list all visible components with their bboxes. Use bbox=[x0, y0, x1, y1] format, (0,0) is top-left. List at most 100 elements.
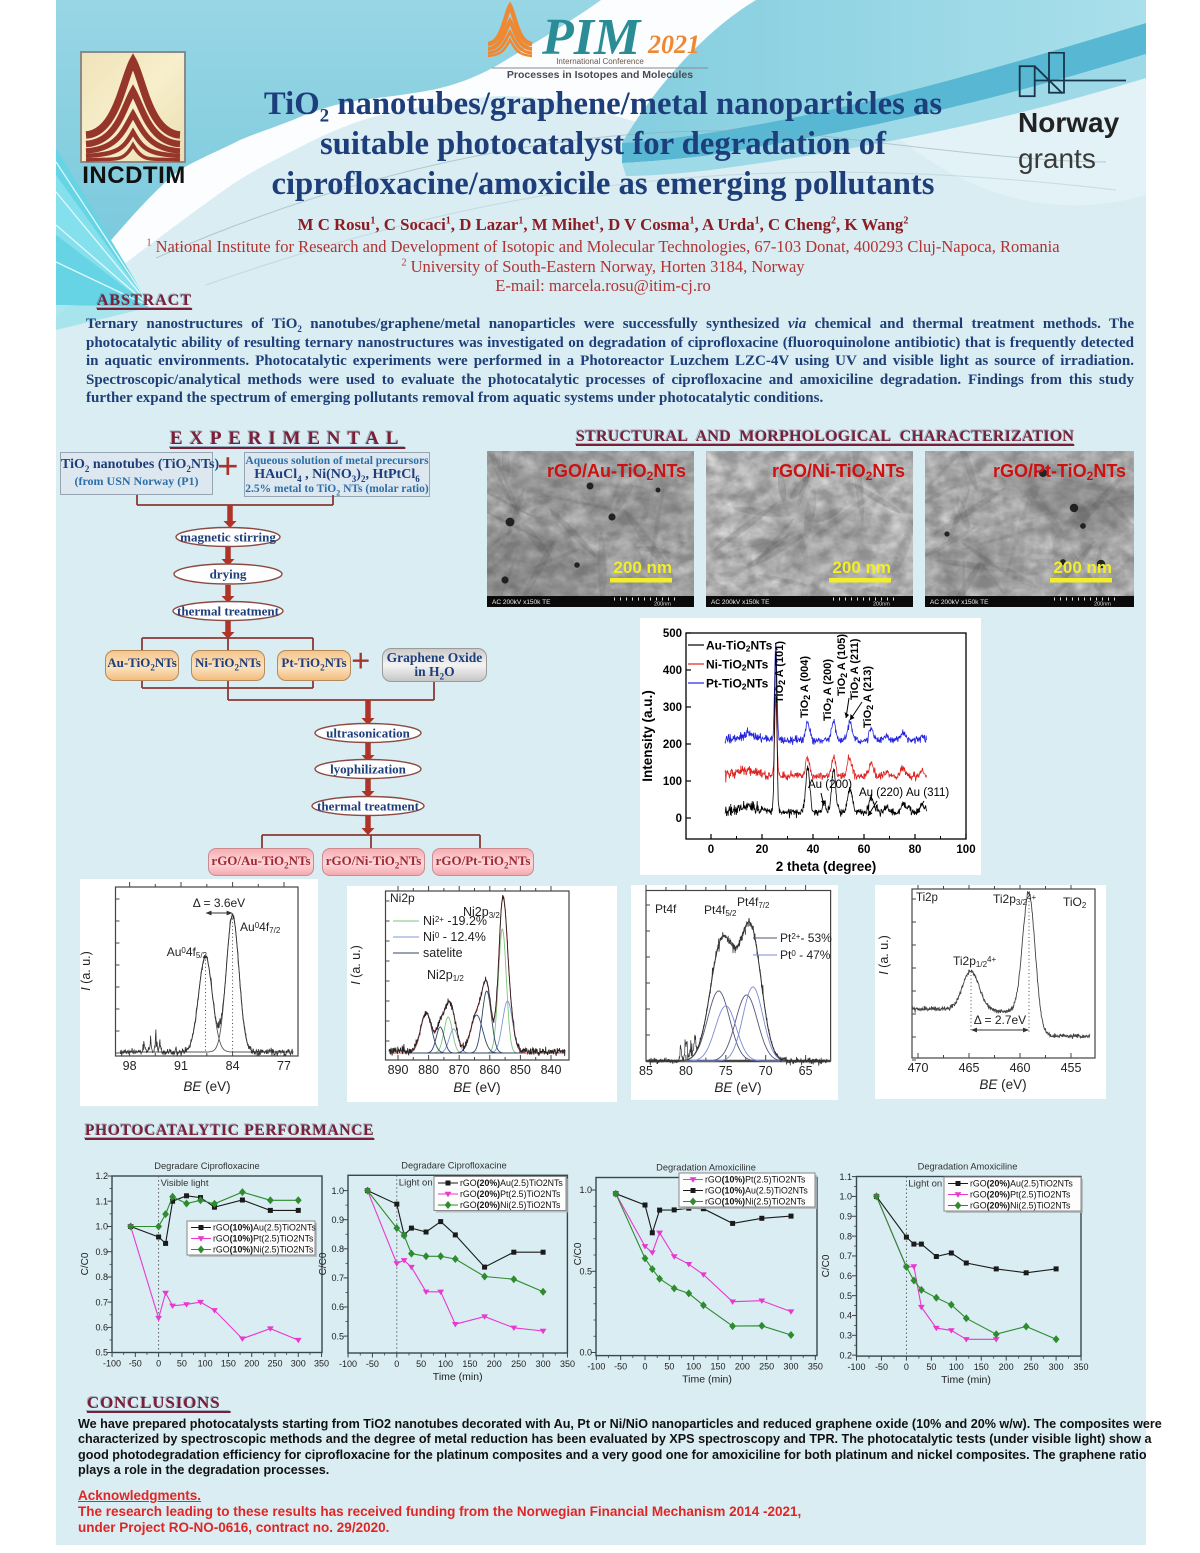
svg-text:860: 860 bbox=[479, 1063, 500, 1077]
svg-text:Time (min): Time (min) bbox=[941, 1374, 991, 1386]
svg-text:300: 300 bbox=[536, 1359, 551, 1369]
svg-text:Processes in Isotopes and Mole: Processes in Isotopes and Molecules bbox=[507, 69, 693, 81]
svg-text:0.8: 0.8 bbox=[331, 1244, 344, 1254]
svg-text:C/C0: C/C0 bbox=[821, 1254, 832, 1277]
svg-text:0.3: 0.3 bbox=[839, 1331, 852, 1341]
svg-text:150: 150 bbox=[974, 1362, 989, 1372]
svg-text:0: 0 bbox=[676, 813, 682, 825]
svg-text:rGO(10%)Ni(2.5)TiO2NTs: rGO(10%)Ni(2.5)TiO2NTs bbox=[705, 1197, 806, 1207]
svg-text:Norway: Norway bbox=[1018, 107, 1120, 138]
svg-text:1.0: 1.0 bbox=[579, 1185, 592, 1195]
svg-text:Time (min): Time (min) bbox=[682, 1374, 732, 1386]
svg-text:0.6: 0.6 bbox=[331, 1302, 344, 1312]
svg-text:0: 0 bbox=[708, 844, 714, 856]
svg-text:-100: -100 bbox=[587, 1362, 605, 1372]
svg-text:0: 0 bbox=[156, 1359, 161, 1369]
svg-text:rGO(10%)Pt(2.5)TiO2NTs: rGO(10%)Pt(2.5)TiO2NTs bbox=[213, 1234, 314, 1244]
svg-text:300: 300 bbox=[663, 702, 682, 714]
svg-text:455: 455 bbox=[1061, 1061, 1082, 1075]
svg-text:-50: -50 bbox=[366, 1359, 379, 1369]
svg-text:rGO/Pt-TiO2NTs: rGO/Pt-TiO2NTs bbox=[993, 461, 1126, 483]
svg-text:Au (311): Au (311) bbox=[906, 787, 949, 799]
svg-text:1.0: 1.0 bbox=[331, 1186, 344, 1196]
svg-text:465: 465 bbox=[959, 1061, 980, 1075]
svg-text:200nm: 200nm bbox=[873, 602, 890, 608]
svg-text:84: 84 bbox=[226, 1059, 240, 1073]
svg-text:I (a. u.): I (a. u.) bbox=[877, 935, 891, 975]
svg-text:0.0: 0.0 bbox=[579, 1348, 592, 1358]
svg-text:150: 150 bbox=[710, 1362, 725, 1372]
svg-text:Degradation Amoxiciline: Degradation Amoxiciline bbox=[918, 1162, 1018, 1172]
svg-text:250: 250 bbox=[511, 1359, 526, 1369]
svg-text:TiO2 A (101): TiO2 A (101) bbox=[774, 641, 787, 703]
svg-text:thermal treatment: thermal treatment bbox=[177, 603, 280, 618]
svg-text:Δ = 3.6eV: Δ = 3.6eV bbox=[193, 896, 245, 910]
svg-text:91: 91 bbox=[174, 1059, 188, 1073]
svg-text:98: 98 bbox=[123, 1059, 137, 1073]
svg-text:Light on: Light on bbox=[399, 1177, 433, 1188]
svg-text:77: 77 bbox=[277, 1059, 291, 1073]
svg-text:200nm: 200nm bbox=[1094, 602, 1111, 608]
svg-text:Pt4f: Pt4f bbox=[655, 902, 677, 916]
svg-text:ultrasonication: ultrasonication bbox=[326, 725, 411, 740]
svg-text:BE (eV): BE (eV) bbox=[183, 1079, 230, 1094]
svg-text:-50: -50 bbox=[614, 1362, 627, 1372]
svg-text:grants: grants bbox=[1018, 143, 1096, 174]
svg-text:60: 60 bbox=[858, 844, 871, 856]
svg-text:70: 70 bbox=[759, 1064, 773, 1078]
svg-text:100: 100 bbox=[686, 1362, 701, 1372]
svg-text:350: 350 bbox=[314, 1359, 329, 1369]
svg-text:0.9: 0.9 bbox=[95, 1247, 108, 1257]
svg-text:200 nm: 200 nm bbox=[613, 558, 672, 577]
svg-text:rGO(10%)Pt(2.5)TiO2NTs: rGO(10%)Pt(2.5)TiO2NTs bbox=[705, 1175, 806, 1185]
svg-text:470: 470 bbox=[908, 1061, 929, 1075]
svg-text:200: 200 bbox=[735, 1362, 750, 1372]
svg-text:300: 300 bbox=[783, 1362, 798, 1372]
svg-text:0.9: 0.9 bbox=[839, 1211, 852, 1221]
svg-text:100: 100 bbox=[663, 776, 682, 788]
svg-text:200: 200 bbox=[487, 1359, 502, 1369]
svg-text:40: 40 bbox=[807, 844, 820, 856]
svg-text:Visible light: Visible light bbox=[161, 1178, 209, 1189]
svg-text:rGO(20%)Au(2.5)TiO2NTs: rGO(20%)Au(2.5)TiO2NTs bbox=[970, 1179, 1073, 1189]
svg-text:2021: 2021 bbox=[647, 30, 700, 59]
svg-text:890: 890 bbox=[388, 1063, 409, 1077]
svg-text:880: 880 bbox=[418, 1063, 439, 1077]
svg-text:0.8: 0.8 bbox=[95, 1272, 108, 1282]
svg-text:20: 20 bbox=[756, 844, 769, 856]
svg-text:rGO(20%)Pt(2.5)TiO2NTs: rGO(20%)Pt(2.5)TiO2NTs bbox=[970, 1190, 1071, 1200]
svg-text:0.6: 0.6 bbox=[839, 1271, 852, 1281]
svg-text:I (a. u.): I (a. u.) bbox=[349, 945, 363, 985]
svg-text:2 theta (degree): 2 theta (degree) bbox=[776, 859, 877, 874]
svg-text:C/C0: C/C0 bbox=[318, 1252, 329, 1275]
svg-text:Pt0 - 47%: Pt0 - 47% bbox=[780, 948, 831, 962]
svg-text:80: 80 bbox=[909, 844, 922, 856]
svg-text:80: 80 bbox=[679, 1064, 693, 1078]
svg-text:rGO/Au-TiO2NTs: rGO/Au-TiO2NTs bbox=[547, 461, 686, 483]
svg-text:Δ = 2.7eV: Δ = 2.7eV bbox=[974, 1013, 1026, 1027]
svg-text:AC 200kV x150k TE: AC 200kV x150k TE bbox=[492, 599, 551, 606]
svg-text:Au-TiO2NTs: Au-TiO2NTs bbox=[706, 639, 773, 654]
svg-text:satelite: satelite bbox=[423, 946, 463, 960]
svg-text:50: 50 bbox=[664, 1362, 674, 1372]
svg-text:drying: drying bbox=[210, 567, 247, 582]
svg-text:Time (min): Time (min) bbox=[433, 1371, 483, 1383]
svg-text:0.5: 0.5 bbox=[95, 1348, 108, 1358]
svg-text:150: 150 bbox=[221, 1359, 236, 1369]
svg-text:-100: -100 bbox=[339, 1359, 357, 1369]
svg-text:100: 100 bbox=[949, 1362, 964, 1372]
svg-text:Ti2p: Ti2p bbox=[916, 892, 938, 904]
svg-text:100: 100 bbox=[198, 1359, 213, 1369]
svg-text:I (a. u.): I (a. u.) bbox=[80, 951, 93, 991]
svg-text:BE (eV): BE (eV) bbox=[453, 1080, 500, 1095]
svg-text:75: 75 bbox=[719, 1064, 733, 1078]
svg-text:50: 50 bbox=[177, 1359, 187, 1369]
svg-text:1.0: 1.0 bbox=[839, 1192, 852, 1202]
svg-text:1.1: 1.1 bbox=[839, 1172, 852, 1182]
svg-text:Pt2+- 53%: Pt2+- 53% bbox=[780, 931, 832, 945]
svg-text:850: 850 bbox=[510, 1063, 531, 1077]
svg-text:200nm: 200nm bbox=[654, 602, 671, 608]
svg-text:Intensity (a.u.): Intensity (a.u.) bbox=[640, 690, 655, 782]
svg-text:150: 150 bbox=[462, 1359, 477, 1369]
svg-text:Light on: Light on bbox=[908, 1179, 942, 1190]
